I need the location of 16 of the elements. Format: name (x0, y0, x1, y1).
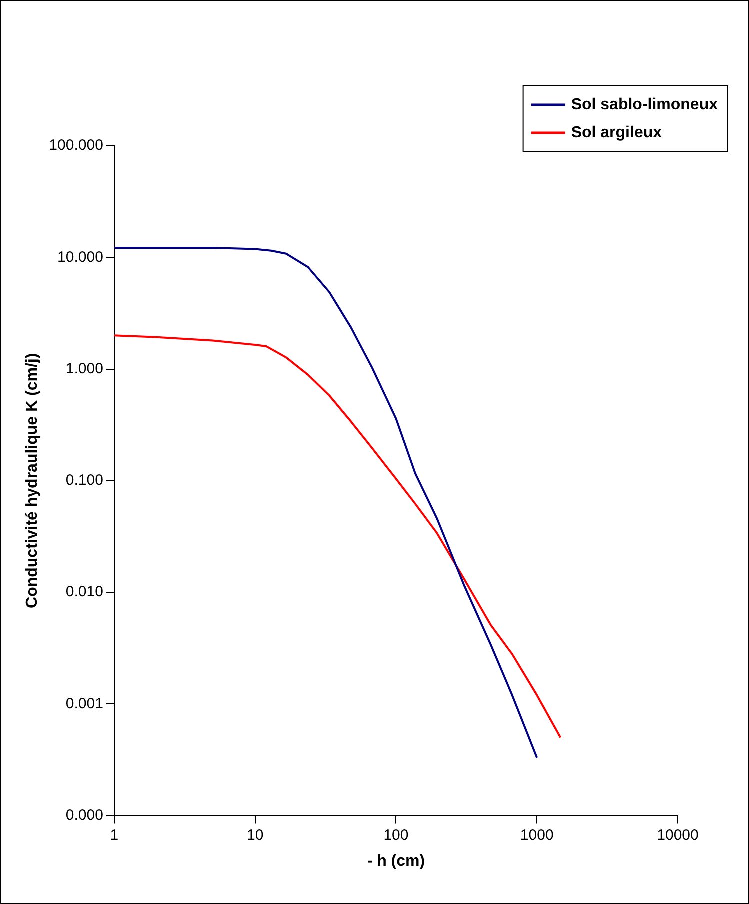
y-tick-label: 0.010 (66, 584, 104, 601)
legend-label: Sol argileux (571, 124, 662, 142)
x-tick-label: 1000 (520, 826, 554, 844)
y-tick-label: 10.000 (58, 248, 104, 266)
y-tick-label: 100.000 (49, 137, 104, 154)
x-tick-label: 100 (384, 826, 409, 844)
legend-label: Sol sablo-limoneux (571, 96, 718, 114)
y-axis-title: Conductivité hydraulique K (cm/j) (24, 353, 42, 608)
x-tick-label: 1 (110, 826, 119, 844)
x-axis-title: - h (cm) (367, 852, 426, 870)
y-tick-label: 0.000 (66, 806, 104, 824)
y-tick-label: 0.100 (66, 472, 104, 490)
x-tick-label: 10000 (657, 826, 699, 844)
x-tick-label: 10 (246, 826, 264, 844)
y-tick-label: 0.001 (66, 695, 104, 712)
y-tick-label: 1.000 (66, 360, 104, 378)
